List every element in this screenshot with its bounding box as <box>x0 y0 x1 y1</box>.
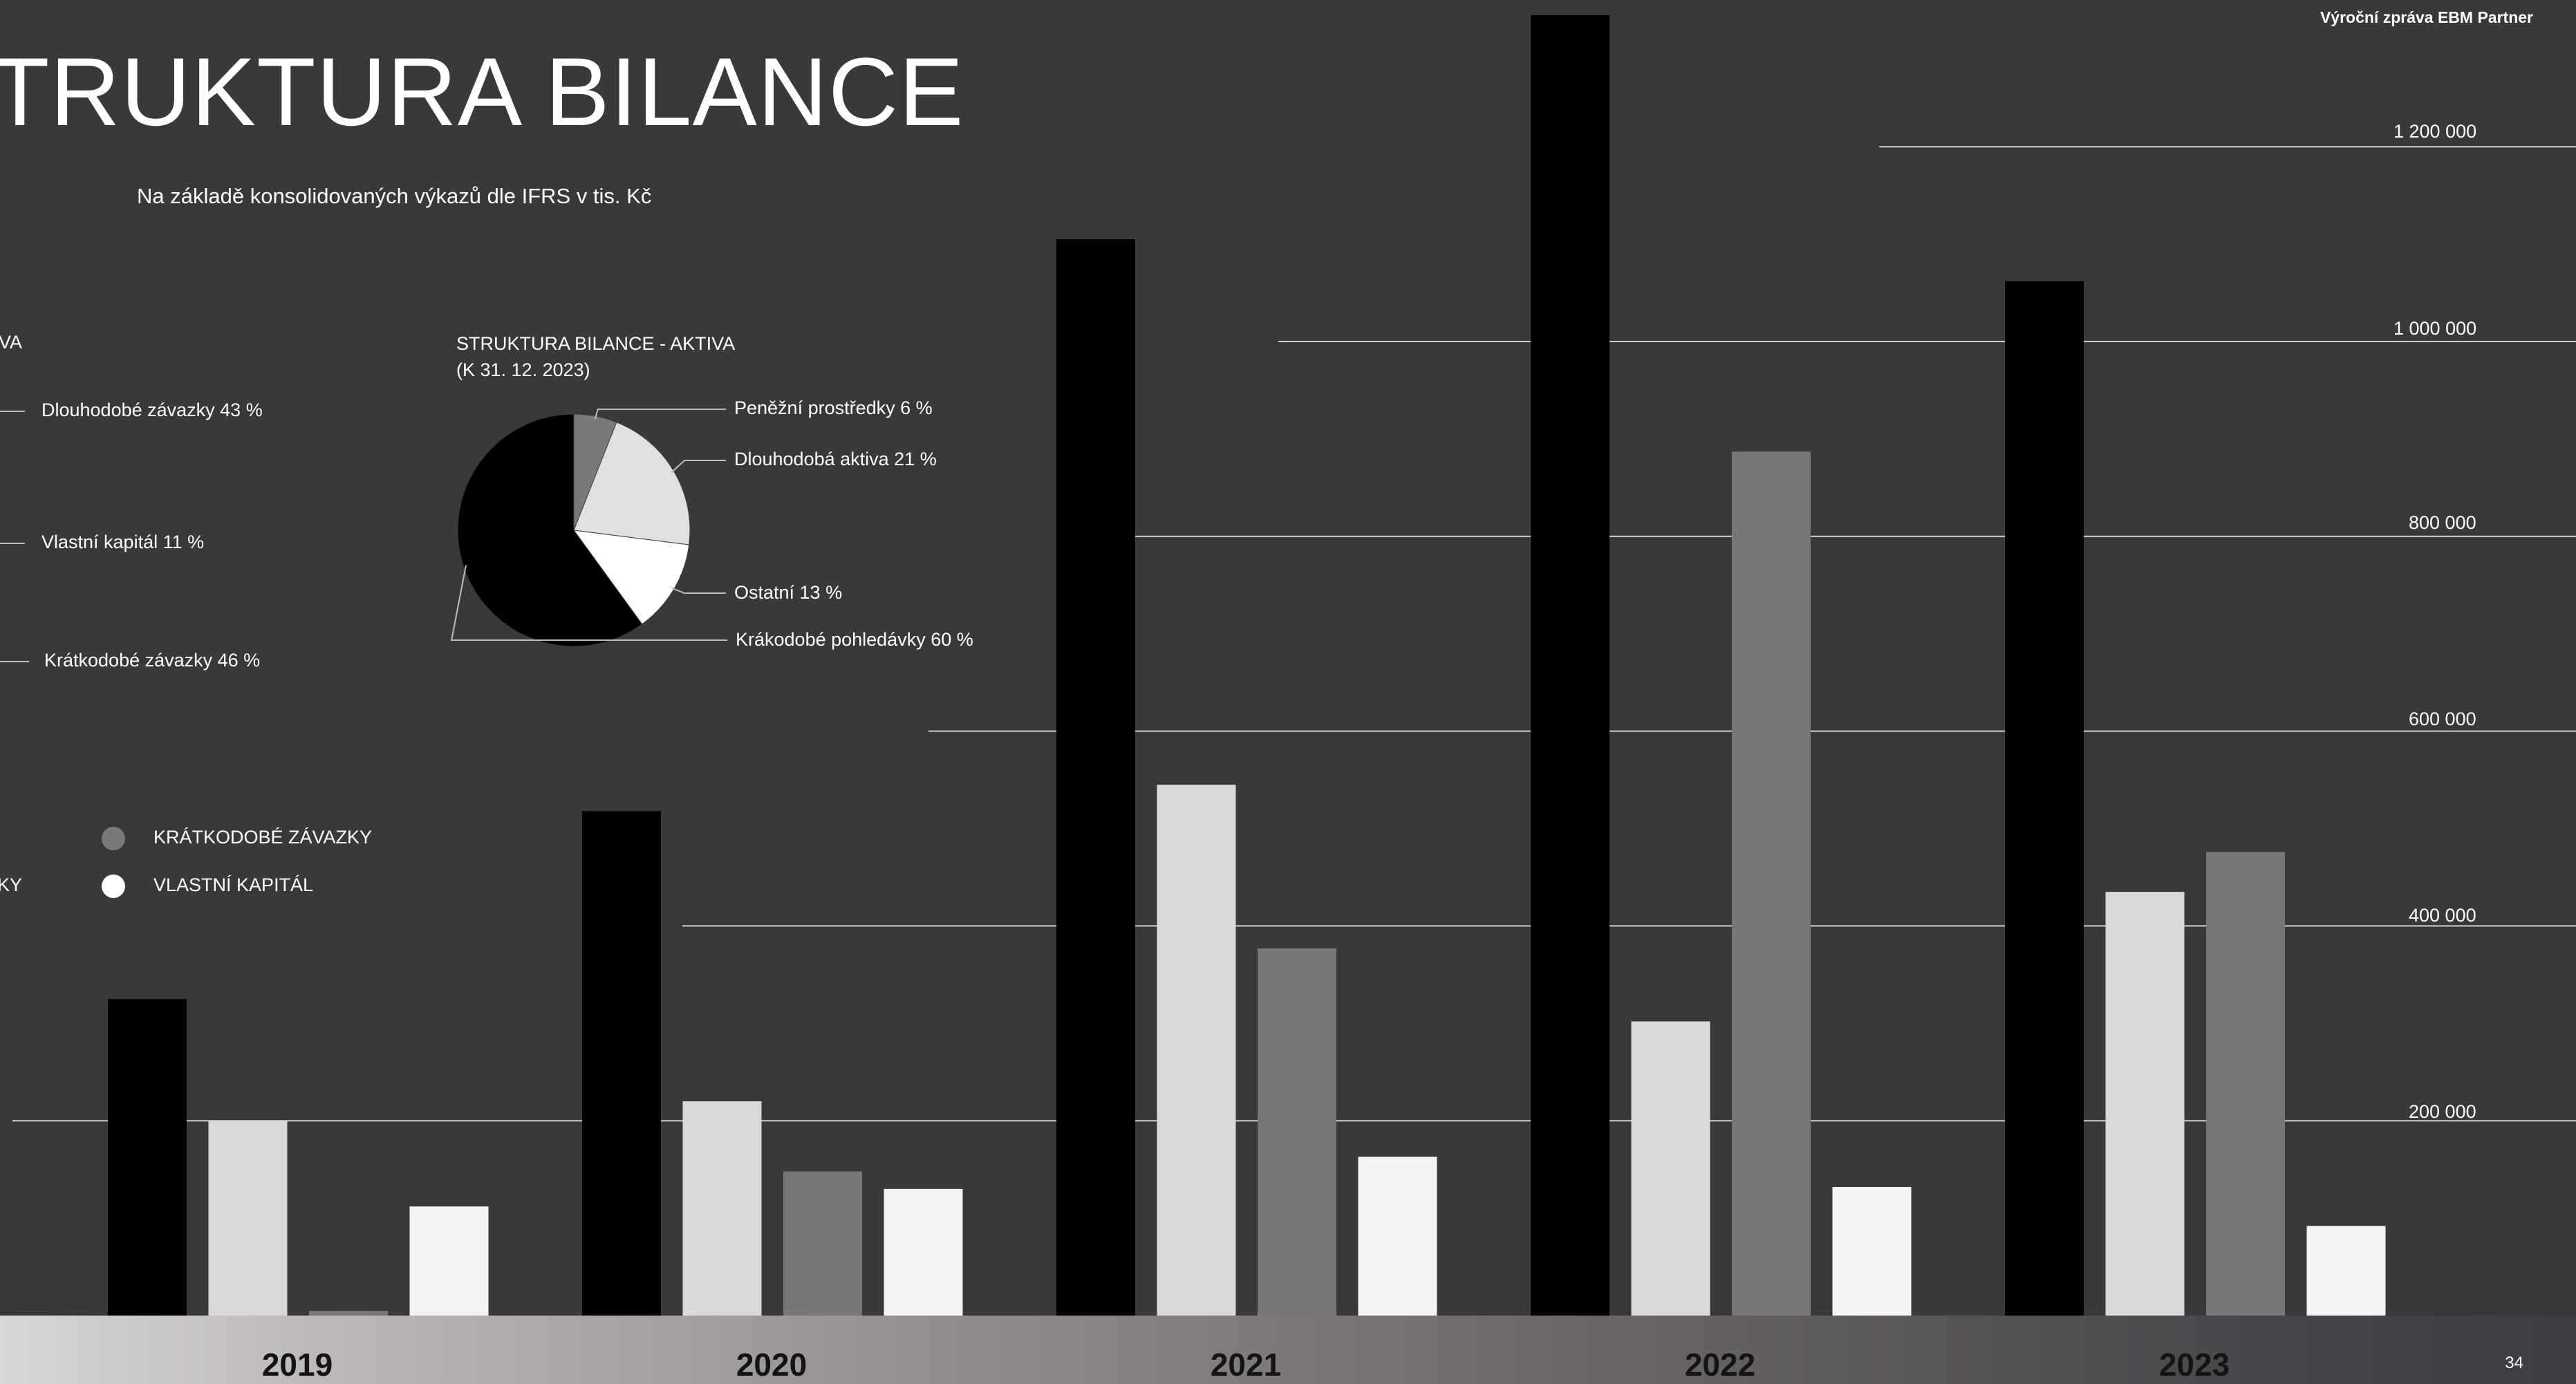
pie-slice-label: Dlouhodobá aktiva 21 % <box>734 449 937 470</box>
y-tick-label: 400 000 <box>2409 905 2476 926</box>
report-label: Výroční zpráva EBM Partner <box>2320 8 2533 27</box>
pie-chart-title: STRUKTURA BILANCE - AKTIVA (K 31. 12. 20… <box>456 330 735 383</box>
legend-dot-equity <box>102 875 125 898</box>
pie-leader-line <box>595 409 726 419</box>
x-tick-label: 2021 <box>1142 1346 1350 1383</box>
legend-label: KRÁTKODOBÉ ZÁVAZKY <box>153 827 372 848</box>
left-legend-item: Vlastní kapitál 11 % <box>41 532 204 553</box>
y-tick-label: 200 000 <box>2409 1101 2476 1123</box>
pie-leader-line <box>671 460 726 473</box>
left-legend-heading: VA <box>0 332 22 353</box>
y-tick-label: 600 000 <box>2409 709 2476 730</box>
left-legend-item: Dlouhodobé závazky 43 % <box>41 400 263 421</box>
x-tick-label: 2019 <box>194 1346 401 1383</box>
y-tick-label: 1 000 000 <box>2393 318 2476 339</box>
page-subtitle: Na základě konsolidovaných výkazů dle IF… <box>137 184 651 209</box>
x-tick-label: 2022 <box>1616 1346 1824 1383</box>
pie-slice-label: Peněžní prostředky 6 % <box>734 398 933 419</box>
pie-slice-label: Krákodobé pohledávky 60 % <box>736 629 973 651</box>
legend-label: VLASTNÍ KAPITÁL <box>153 875 313 896</box>
left-legend-item: Krátkodobé závazky 46 % <box>44 650 260 671</box>
pie-leader-line <box>671 588 726 593</box>
series-legend-cut-label: KY <box>0 875 22 896</box>
x-tick-label: 2020 <box>668 1346 875 1383</box>
page-title: TRUKTURA BILANCE <box>0 36 964 148</box>
y-tick-label: 1 200 000 <box>2393 121 2476 142</box>
page-number: 34 <box>2505 1354 2523 1373</box>
pie-slice-label: Ostatní 13 % <box>734 582 842 604</box>
legend-dot-short-term-liabilities <box>102 827 125 850</box>
x-tick-label: 2023 <box>2091 1346 2298 1383</box>
y-tick-label: 800 000 <box>2409 512 2476 534</box>
